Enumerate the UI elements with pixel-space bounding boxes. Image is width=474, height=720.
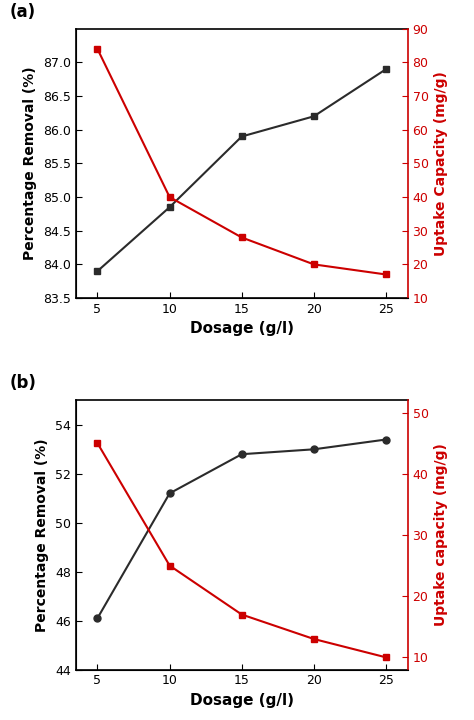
Y-axis label: Uptake capacity (mg/g): Uptake capacity (mg/g) [434, 444, 448, 626]
X-axis label: Dosage (g/l): Dosage (g/l) [190, 321, 294, 336]
Y-axis label: Uptake Capacity (mg/g): Uptake Capacity (mg/g) [434, 71, 448, 256]
Text: (a): (a) [9, 3, 36, 21]
Y-axis label: Percentage Removal (%): Percentage Removal (%) [23, 67, 37, 260]
Text: (b): (b) [9, 374, 36, 392]
X-axis label: Dosage (g/l): Dosage (g/l) [190, 693, 294, 708]
Y-axis label: Percentage Removal (%): Percentage Removal (%) [36, 438, 49, 631]
